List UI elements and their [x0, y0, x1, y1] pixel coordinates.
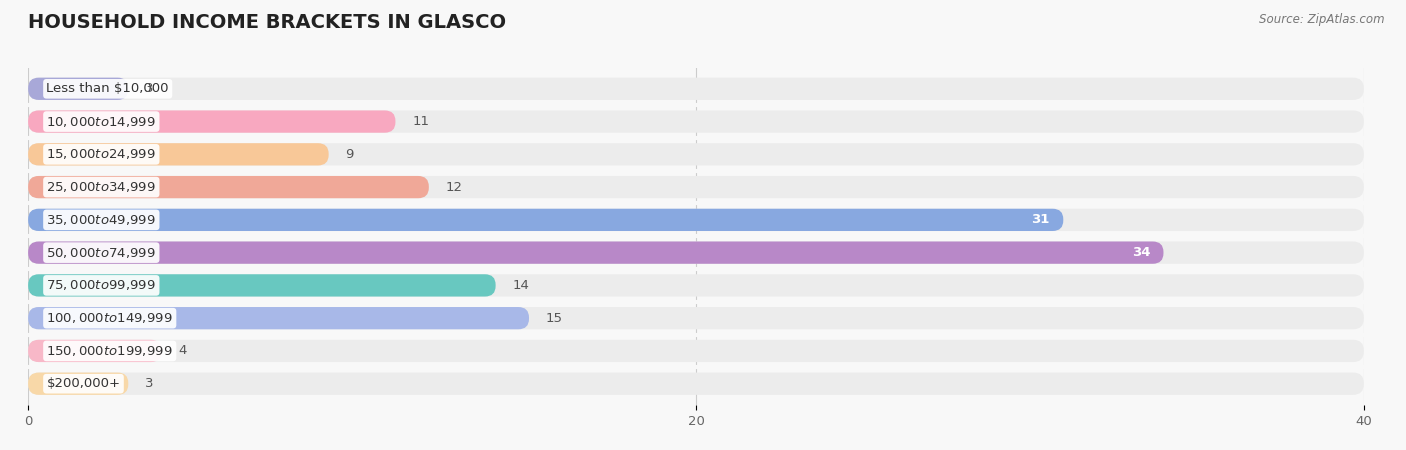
- Text: $150,000 to $199,999: $150,000 to $199,999: [46, 344, 173, 358]
- FancyBboxPatch shape: [28, 110, 395, 133]
- FancyBboxPatch shape: [28, 340, 162, 362]
- Text: 15: 15: [546, 312, 562, 324]
- FancyBboxPatch shape: [28, 78, 1364, 100]
- Text: Source: ZipAtlas.com: Source: ZipAtlas.com: [1260, 14, 1385, 27]
- FancyBboxPatch shape: [28, 143, 329, 166]
- Text: $10,000 to $14,999: $10,000 to $14,999: [46, 115, 156, 129]
- Text: HOUSEHOLD INCOME BRACKETS IN GLASCO: HOUSEHOLD INCOME BRACKETS IN GLASCO: [28, 14, 506, 32]
- Text: Less than $10,000: Less than $10,000: [46, 82, 169, 95]
- FancyBboxPatch shape: [28, 176, 1364, 198]
- Text: 9: 9: [346, 148, 354, 161]
- FancyBboxPatch shape: [28, 307, 1364, 329]
- Text: $35,000 to $49,999: $35,000 to $49,999: [46, 213, 156, 227]
- FancyBboxPatch shape: [28, 242, 1364, 264]
- FancyBboxPatch shape: [28, 110, 1364, 133]
- FancyBboxPatch shape: [28, 373, 1364, 395]
- Text: 11: 11: [412, 115, 429, 128]
- Text: $25,000 to $34,999: $25,000 to $34,999: [46, 180, 156, 194]
- FancyBboxPatch shape: [28, 373, 128, 395]
- Text: $100,000 to $149,999: $100,000 to $149,999: [46, 311, 173, 325]
- Text: 12: 12: [446, 180, 463, 194]
- FancyBboxPatch shape: [28, 176, 429, 198]
- Text: 31: 31: [1032, 213, 1050, 226]
- FancyBboxPatch shape: [28, 78, 128, 100]
- Text: $15,000 to $24,999: $15,000 to $24,999: [46, 147, 156, 162]
- FancyBboxPatch shape: [28, 307, 529, 329]
- FancyBboxPatch shape: [28, 209, 1063, 231]
- Text: $50,000 to $74,999: $50,000 to $74,999: [46, 246, 156, 260]
- Text: 3: 3: [145, 377, 153, 390]
- FancyBboxPatch shape: [28, 209, 1364, 231]
- FancyBboxPatch shape: [28, 242, 1164, 264]
- FancyBboxPatch shape: [28, 340, 1364, 362]
- Text: $200,000+: $200,000+: [46, 377, 121, 390]
- Text: 34: 34: [1132, 246, 1150, 259]
- FancyBboxPatch shape: [28, 274, 496, 297]
- Text: 4: 4: [179, 344, 187, 357]
- FancyBboxPatch shape: [28, 143, 1364, 166]
- FancyBboxPatch shape: [28, 274, 1364, 297]
- Text: 3: 3: [145, 82, 153, 95]
- Text: $75,000 to $99,999: $75,000 to $99,999: [46, 279, 156, 292]
- Text: 14: 14: [512, 279, 529, 292]
